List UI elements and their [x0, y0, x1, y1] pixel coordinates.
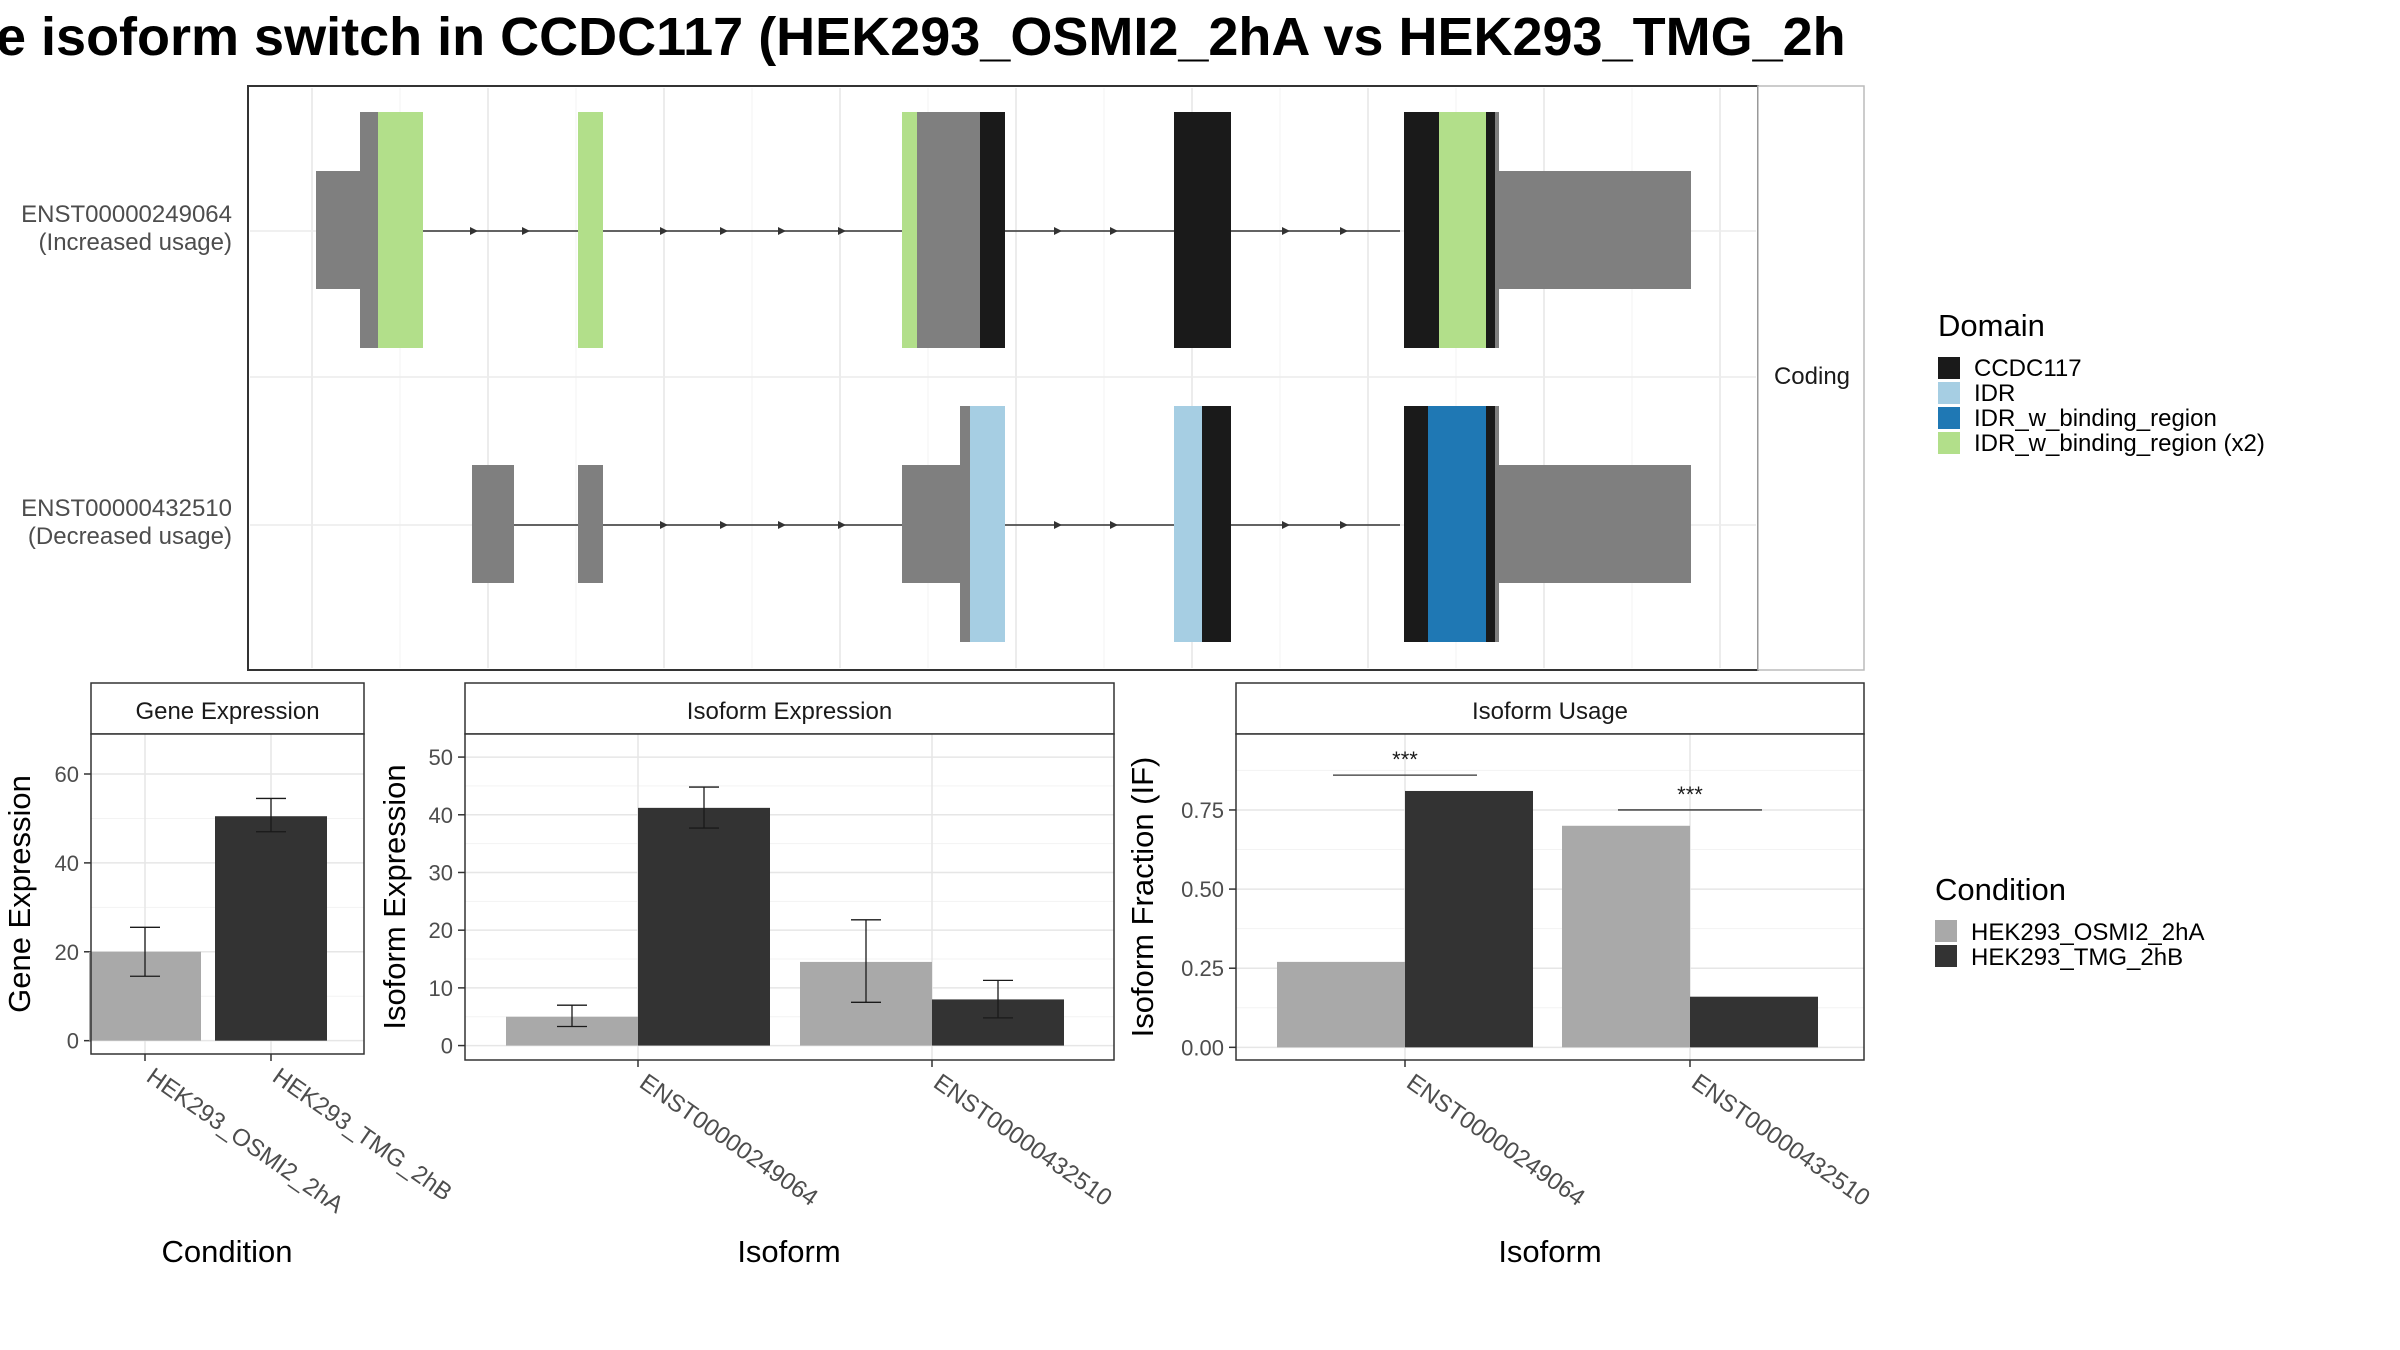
domain-ccdc117 [1486, 112, 1495, 348]
legend-label-idr-binding: IDR_w_binding_region [1974, 405, 2217, 432]
y-tick-label: 50 [429, 745, 453, 770]
legend-key-idr [1938, 382, 1960, 404]
condition-legend-title: Condition [1935, 872, 2066, 907]
facet-strip [90, 682, 365, 735]
domain-idr-binding-x2 [578, 112, 603, 348]
transcript-2-usage: (Decreased usage) [28, 523, 232, 550]
transcript-1-structure [316, 112, 1691, 348]
bar [638, 807, 770, 1046]
y-tick-label: 20 [55, 940, 79, 965]
isoform-expression-chart: Isoform Expression 0 10 20 30 40 50 ENST0000024… [377, 682, 1117, 1269]
transcript-2-structure [472, 406, 1691, 642]
legend-label-ccdc117: CCDC117 [1974, 355, 2082, 382]
utr-block [1499, 465, 1691, 583]
domain-ccdc117 [1202, 406, 1231, 642]
chart-title: Isoform Expression [687, 698, 892, 725]
intron-arrows [660, 521, 1348, 529]
utr-block [578, 465, 603, 583]
y-axis-title: Isoform Fraction (IF) [1125, 757, 1160, 1038]
domain-idr-binding-x2 [378, 112, 423, 348]
domain-legend: Domain CCDC117 IDR IDR_w_binding_region … [1938, 308, 2265, 457]
intron-arrows [470, 227, 1348, 235]
exon-block [917, 112, 980, 348]
facet-strip [464, 682, 1115, 735]
legend-label-cond1: HEK293_OSMI2_2hA [1971, 919, 2204, 946]
y-axis-title: Gene Expression [2, 775, 37, 1013]
y-tick-label: 0.00 [1181, 1035, 1224, 1060]
bar [1690, 996, 1818, 1048]
domain-ccdc117 [980, 112, 1005, 348]
strip-label-coding: Coding [1774, 363, 1850, 390]
legend-label-idr: IDR [1974, 380, 2015, 407]
legend-key-ccdc117 [1938, 357, 1960, 379]
utr-block [472, 465, 514, 583]
y-tick-label: 60 [55, 762, 79, 787]
x-axis-title: Condition [162, 1234, 293, 1269]
transcript-1-id: ENST00000249064 [21, 201, 232, 228]
transcript-2-id: ENST00000432510 [21, 495, 232, 522]
y-tick-label: 0.50 [1181, 877, 1224, 902]
domain-idr [970, 406, 1005, 642]
legend-key-cond1 [1935, 920, 1957, 942]
domain-idr [1174, 406, 1202, 642]
domain-ccdc117 [1404, 406, 1428, 642]
legend-key-cond2 [1935, 945, 1957, 967]
panel-border [1235, 733, 1865, 1061]
transcript-panel: Coding ENST00000249064 (Increased usage)… [21, 85, 1865, 671]
x-tick-label: ENST00000249064 [635, 1069, 823, 1212]
utr-block [902, 465, 960, 583]
utr-block [316, 171, 360, 289]
significance-label: *** [1392, 747, 1418, 772]
y-tick-label: 40 [55, 851, 79, 876]
exon-block [1495, 406, 1499, 642]
legend-label-cond2: HEK293_TMG_2hB [1971, 944, 2183, 971]
x-tick-label: ENST00000432510 [929, 1069, 1117, 1212]
y-tick-label: 10 [429, 976, 453, 1001]
domain-ccdc117 [1174, 112, 1231, 348]
exon-block [960, 406, 970, 642]
y-tick-label: 0.25 [1181, 956, 1224, 981]
condition-legend: Condition HEK293_OSMI2_2hA HEK293_TMG_2h… [1935, 872, 2204, 971]
figure-title: e isoform switch in CCDC117 (HEK293_OSMI… [0, 7, 1846, 67]
exon-block [360, 112, 378, 348]
facet-strip [1235, 682, 1865, 735]
legend-key-idr-binding [1938, 407, 1960, 429]
y-tick-label: 0 [67, 1029, 79, 1054]
exon-block [1495, 112, 1499, 348]
isoform-usage-chart: Isoform Usage 0.00 0.25 0.50 0.75 *** *** ENST0… [1125, 682, 1875, 1269]
domain-idr-binding [1428, 406, 1486, 642]
panel-border [90, 733, 365, 1055]
y-tick-label: 40 [429, 803, 453, 828]
domain-ccdc117 [1404, 112, 1439, 348]
x-tick-label: ENST00000432510 [1687, 1069, 1875, 1212]
x-tick-label: ENST00000249064 [1402, 1069, 1590, 1212]
domain-idr-binding-x2 [1439, 112, 1486, 348]
bar [1562, 825, 1690, 1048]
y-tick-label: 20 [429, 918, 453, 943]
x-axis-title: Isoform [1498, 1234, 1601, 1269]
domain-ccdc117 [1486, 406, 1495, 642]
bar [1405, 790, 1533, 1048]
y-axis-title: Isoform Expression [377, 764, 412, 1029]
chart-title: Gene Expression [135, 698, 319, 725]
transcript-1-usage: (Increased usage) [39, 229, 232, 256]
bar [215, 816, 327, 1041]
domain-legend-title: Domain [1938, 308, 2045, 343]
y-tick-label: 0.75 [1181, 798, 1224, 823]
domain-idr-binding-x2 [902, 112, 917, 348]
bar [1277, 961, 1405, 1048]
legend-key-idr-binding-x2 [1938, 432, 1960, 454]
y-tick-label: 0 [441, 1034, 453, 1059]
utr-block [1499, 171, 1691, 289]
significance-label: *** [1677, 782, 1703, 807]
legend-label-idr-binding-x2: IDR_w_binding_region (x2) [1974, 430, 2265, 457]
x-axis-title: Isoform [737, 1234, 840, 1269]
y-tick-label: 30 [429, 860, 453, 885]
panel-border [464, 733, 1115, 1061]
chart-title: Isoform Usage [1472, 698, 1628, 725]
